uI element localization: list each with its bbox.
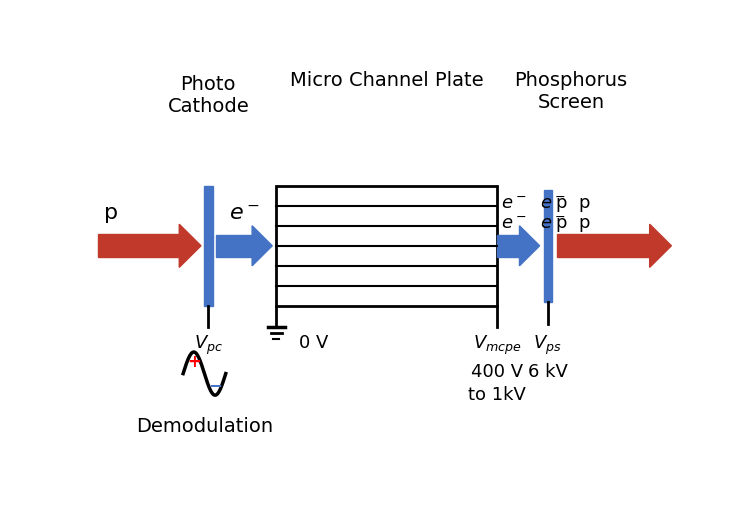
Bar — [217, 235, 252, 256]
Text: Micro Channel Plate: Micro Channel Plate — [290, 71, 484, 90]
Bar — [544, 190, 552, 302]
Text: p  p: p p — [556, 215, 590, 232]
Text: +: + — [186, 353, 201, 371]
Polygon shape — [179, 224, 201, 267]
Polygon shape — [520, 226, 540, 266]
Text: −: − — [208, 377, 222, 394]
Bar — [497, 235, 520, 256]
Polygon shape — [650, 224, 672, 267]
Bar — [204, 187, 213, 306]
Bar — [556, 234, 650, 257]
Text: p  p: p p — [556, 194, 590, 213]
Text: $e^-$  $e^-$: $e^-$ $e^-$ — [501, 215, 566, 232]
Text: 0 V: 0 V — [299, 333, 328, 352]
Text: $e^-$  $e^-$: $e^-$ $e^-$ — [501, 194, 566, 213]
Text: $V_{ps}$: $V_{ps}$ — [533, 333, 562, 357]
Text: 400 V
to 1kV: 400 V to 1kV — [468, 363, 526, 404]
Text: 6 kV: 6 kV — [528, 363, 568, 381]
Text: $V_{pc}$: $V_{pc}$ — [194, 333, 223, 357]
Polygon shape — [252, 226, 272, 266]
Text: Phosphorus
Screen: Phosphorus Screen — [514, 71, 628, 112]
Text: $e^-$: $e^-$ — [229, 203, 260, 224]
Text: Demodulation: Demodulation — [136, 417, 273, 436]
Bar — [276, 187, 497, 306]
Text: Photo
Cathode: Photo Cathode — [168, 75, 249, 116]
Text: $V_{mcpe}$: $V_{mcpe}$ — [473, 333, 521, 357]
Bar — [98, 234, 179, 257]
Text: p: p — [104, 203, 118, 224]
